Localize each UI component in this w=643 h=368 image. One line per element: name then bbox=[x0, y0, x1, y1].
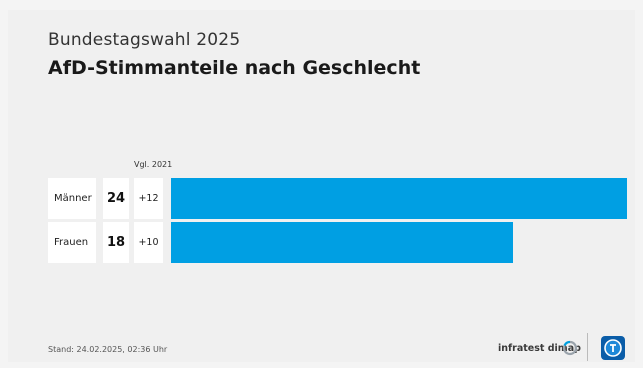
footer-divider bbox=[587, 333, 588, 361]
change-label: +12 bbox=[134, 178, 163, 219]
brand-name: infratest dimap bbox=[498, 343, 581, 354]
change-label: +10 bbox=[134, 222, 163, 263]
bar-track bbox=[171, 178, 627, 219]
value-label: 18 bbox=[103, 222, 129, 263]
bar bbox=[171, 178, 627, 219]
tagesschau-logo-icon bbox=[601, 336, 625, 360]
bar-track bbox=[171, 222, 627, 263]
value-label: 24 bbox=[103, 178, 129, 219]
chart-supertitle: Bundestagswahl 2025 bbox=[48, 30, 241, 50]
comparison-header: Vgl. 2021 bbox=[134, 160, 173, 169]
category-label: Frauen bbox=[48, 222, 96, 263]
footer-timestamp: Stand: 24.02.2025, 02:36 Uhr bbox=[48, 345, 168, 354]
chart-title: AfD-Stimmanteile nach Geschlecht bbox=[48, 57, 421, 79]
infratest-dimap-icon bbox=[562, 340, 578, 356]
category-label: Männer bbox=[48, 178, 96, 219]
bar bbox=[171, 222, 513, 263]
